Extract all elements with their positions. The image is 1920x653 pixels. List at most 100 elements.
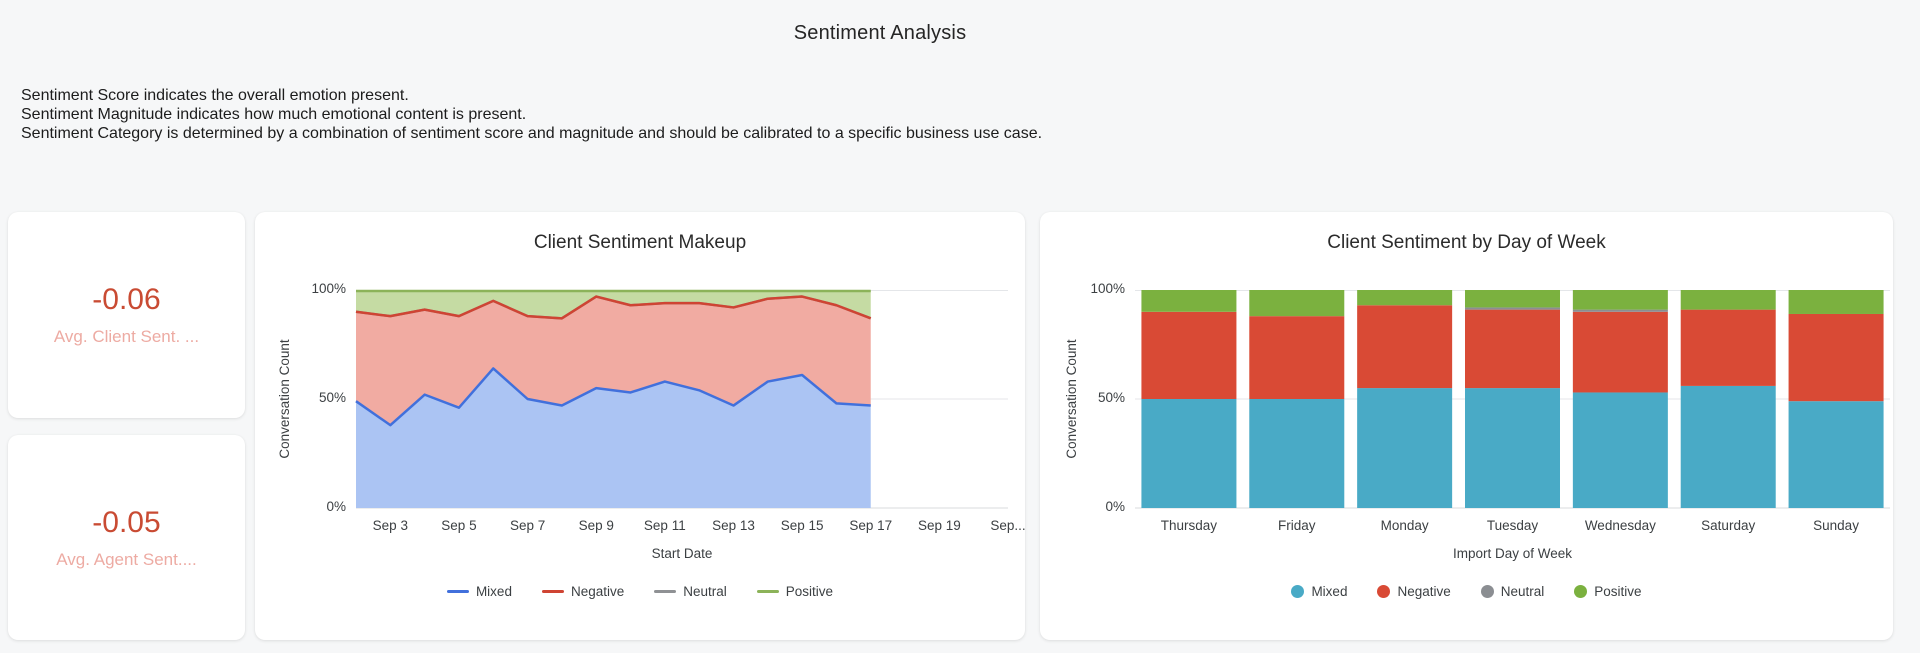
bar-segment-wednesday-mixed bbox=[1572, 392, 1668, 508]
legend-item-mixed[interactable]: Mixed bbox=[1291, 584, 1347, 599]
x-tick-label: Sunday bbox=[1813, 518, 1859, 533]
x-axis-title: Start Date bbox=[651, 546, 713, 561]
bar-segment-thursday-negative bbox=[1141, 311, 1237, 399]
x-tick-label: Sep 9 bbox=[578, 518, 614, 533]
bar-segment-saturday-mixed bbox=[1680, 385, 1776, 508]
description-line-1: Sentiment Score indicates the overall em… bbox=[21, 87, 409, 104]
bar-segment-friday-negative bbox=[1249, 316, 1345, 399]
bar-segment-wednesday-positive bbox=[1572, 290, 1668, 310]
chart-legend: Mixed Negative Neutral Positive bbox=[255, 584, 1025, 599]
avg-agent-sentiment-scorecard: -0.05 Avg. Agent Sent.... bbox=[8, 435, 245, 640]
x-tick-label: Sep 5 bbox=[441, 518, 477, 533]
bar-segment-thursday-mixed bbox=[1141, 399, 1237, 508]
bar-segment-monday-mixed bbox=[1357, 388, 1453, 508]
bar-segment-friday-positive bbox=[1249, 290, 1345, 317]
legend-label: Neutral bbox=[1500, 584, 1545, 599]
legend-item-neutral[interactable]: Neutral bbox=[654, 584, 727, 599]
x-tick-label: Sep 11 bbox=[643, 518, 686, 533]
y-tick-label: 0% bbox=[1105, 499, 1125, 514]
x-tick-label: Sep 17 bbox=[849, 518, 893, 533]
negative-swatch-dot bbox=[1377, 585, 1391, 598]
legend-item-negative[interactable]: Negative bbox=[1377, 584, 1451, 599]
legend-item-neutral[interactable]: Neutral bbox=[1480, 584, 1545, 599]
bar-segment-sunday-positive bbox=[1788, 290, 1884, 314]
area-band-positive bbox=[356, 290, 871, 319]
description-line-3: Sentiment Category is determined by a co… bbox=[21, 125, 1043, 142]
bar-segment-monday-positive bbox=[1357, 290, 1453, 306]
bar-segment-saturday-positive bbox=[1680, 290, 1776, 310]
chart-title: Client Sentiment Makeup bbox=[533, 232, 747, 253]
avg-client-sentiment-label: Avg. Client Sent. ... bbox=[53, 327, 200, 346]
bar-segment-saturday-negative bbox=[1680, 309, 1776, 386]
avg-client-sentiment-scorecard: -0.06 Avg. Client Sent. ... bbox=[8, 212, 245, 418]
page-title: Sentiment Analysis bbox=[793, 22, 967, 44]
bar-segment-tuesday-mixed bbox=[1465, 388, 1560, 508]
page-description: Sentiment Score indicates the overall em… bbox=[21, 86, 1042, 143]
positive-swatch-line bbox=[756, 590, 779, 593]
x-tick-label: Sep 7 bbox=[509, 518, 546, 533]
bar-segment-friday-mixed bbox=[1249, 399, 1345, 508]
x-tick-label: Sep... bbox=[990, 518, 1025, 533]
bar-segment-sunday-negative bbox=[1788, 313, 1884, 402]
legend-label: Positive bbox=[1594, 584, 1642, 599]
x-tick-label: Wednesday bbox=[1584, 518, 1656, 533]
area-band-negative bbox=[356, 296, 871, 426]
x-tick-label: Thursday bbox=[1160, 518, 1218, 533]
x-tick-label: Sep 19 bbox=[917, 518, 961, 533]
neutral-swatch-line bbox=[654, 590, 677, 593]
boundary-line-mixed bbox=[355, 367, 871, 427]
positive-swatch-dot bbox=[1574, 585, 1588, 598]
legend-label: Negative bbox=[570, 584, 625, 599]
bar-segment-wednesday-negative bbox=[1572, 311, 1668, 393]
bar-segment-tuesday-neutral bbox=[1465, 307, 1560, 310]
x-tick-label: Sep 15 bbox=[780, 518, 824, 533]
legend-label: Mixed bbox=[475, 584, 512, 599]
y-tick-label: 50% bbox=[1097, 390, 1125, 405]
client-sentiment-by-day-chart-card: Client Sentiment by Day of Week Conversa… bbox=[1040, 212, 1893, 640]
legend-item-negative[interactable]: Negative bbox=[541, 584, 625, 599]
bar-segment-tuesday-negative bbox=[1465, 309, 1560, 389]
bar-segment-wednesday-neutral bbox=[1572, 309, 1668, 312]
y-tick-label: 50% bbox=[318, 390, 346, 405]
x-tick-label: Tuesday bbox=[1486, 518, 1539, 533]
negative-swatch-line bbox=[541, 590, 564, 593]
chart-legend: Mixed Negative Neutral Positive bbox=[1040, 584, 1893, 599]
legend-item-positive[interactable]: Positive bbox=[1574, 584, 1642, 599]
chart-title: Client Sentiment by Day of Week bbox=[1327, 232, 1606, 253]
legend-item-positive[interactable]: Positive bbox=[756, 584, 834, 599]
legend-label: Mixed bbox=[1311, 584, 1348, 599]
boundary-line-negative bbox=[355, 295, 872, 320]
legend-label: Positive bbox=[785, 584, 834, 599]
stacked-area-plot bbox=[355, 289, 1008, 509]
x-tick-label: Friday bbox=[1278, 518, 1316, 533]
x-tick-label: Saturday bbox=[1701, 518, 1756, 533]
bar-segment-sunday-mixed bbox=[1788, 401, 1884, 508]
bar-segment-thursday-positive bbox=[1141, 290, 1237, 312]
bar-segment-tuesday-positive bbox=[1465, 290, 1560, 308]
neutral-swatch-dot bbox=[1480, 585, 1494, 598]
mixed-swatch-line bbox=[446, 590, 469, 593]
description-line-2: Sentiment Magnitude indicates how much e… bbox=[21, 106, 527, 123]
x-tick-label: Monday bbox=[1380, 518, 1429, 533]
stacked-bar-plot bbox=[1135, 290, 1890, 509]
legend-label: Neutral bbox=[683, 584, 727, 599]
y-tick-label: 0% bbox=[326, 499, 346, 514]
client-sentiment-makeup-chart-card: Client Sentiment Makeup Conversation Cou… bbox=[255, 212, 1025, 640]
legend-label: Negative bbox=[1397, 584, 1451, 599]
y-tick-label: 100% bbox=[311, 281, 346, 296]
avg-agent-sentiment-value: -0.05 bbox=[92, 505, 161, 539]
scorecard-content: -0.05 Avg. Agent Sent.... bbox=[8, 435, 245, 640]
area-band-mixed bbox=[356, 368, 871, 508]
mixed-swatch-dot bbox=[1291, 585, 1305, 598]
avg-client-sentiment-value: -0.06 bbox=[92, 283, 161, 316]
x-axis-title: Import Day of Week bbox=[1452, 546, 1573, 561]
x-tick-label: Sep 13 bbox=[712, 518, 755, 533]
scorecard-content: -0.06 Avg. Client Sent. ... bbox=[8, 212, 245, 418]
legend-item-mixed[interactable]: Mixed bbox=[446, 584, 512, 599]
avg-agent-sentiment-label: Avg. Agent Sent.... bbox=[56, 549, 197, 569]
bar-segment-monday-negative bbox=[1357, 305, 1453, 389]
y-axis-title: Conversation Count bbox=[277, 339, 292, 459]
y-tick-label: 100% bbox=[1090, 281, 1125, 296]
x-tick-label: Sep 3 bbox=[372, 518, 408, 533]
